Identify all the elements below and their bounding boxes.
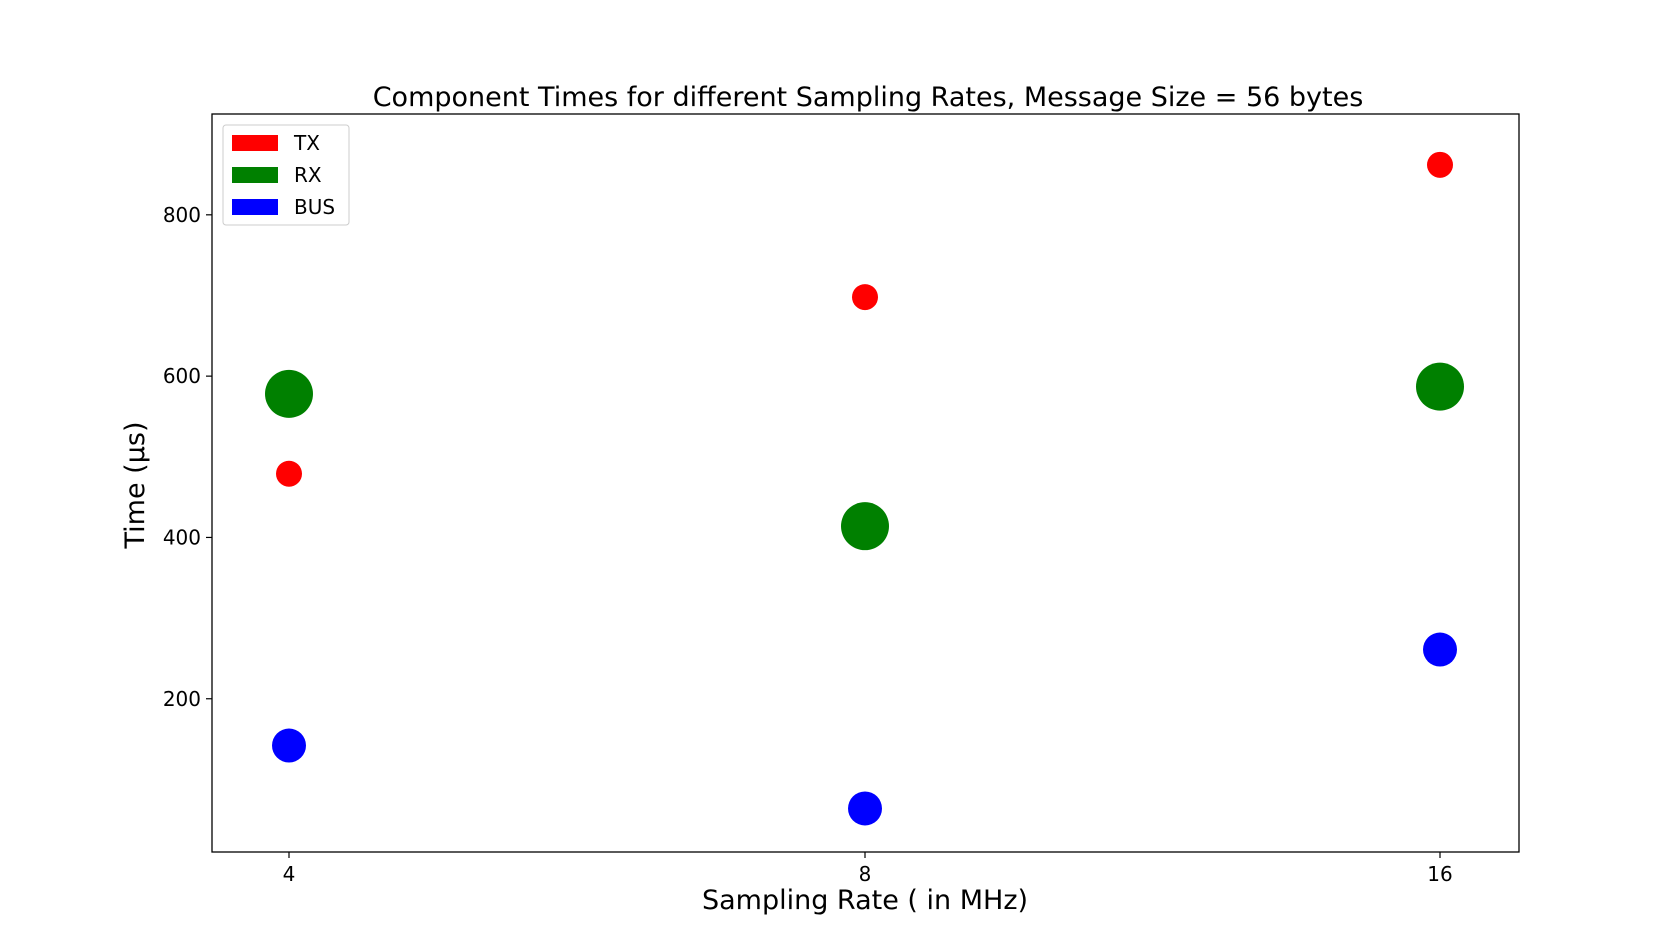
- x-tick-label: 16: [1427, 862, 1452, 886]
- y-tick-label: 800: [163, 203, 201, 227]
- legend-label-tx: TX: [293, 131, 320, 155]
- point-rx-16: [1416, 362, 1464, 411]
- point-tx-4: [276, 460, 302, 487]
- y-axis-label: Time (μs): [120, 422, 151, 550]
- data-points: [265, 151, 1464, 826]
- point-tx-8: [852, 284, 878, 311]
- y-tick-label: 600: [163, 364, 201, 388]
- legend-label-bus: BUS: [294, 195, 335, 219]
- x-tick-label: 8: [859, 862, 872, 886]
- x-axis-ticks: 4 8 16: [283, 852, 1453, 886]
- legend-swatch-rx: [232, 167, 278, 183]
- legend-swatch-tx: [232, 135, 278, 151]
- y-axis-ticks: 200 400 600 800: [163, 203, 212, 711]
- chart-title: Component Times for different Sampling R…: [373, 82, 1364, 113]
- x-axis-label: Sampling Rate ( in MHz): [702, 885, 1028, 916]
- y-tick-label: 200: [163, 687, 201, 711]
- point-bus-8: [848, 791, 882, 826]
- legend-label-rx: RX: [294, 163, 322, 187]
- point-bus-4: [272, 728, 306, 763]
- y-tick-label: 400: [163, 525, 201, 549]
- legend: TX RX BUS: [222, 124, 350, 226]
- x-tick-label: 4: [283, 862, 296, 886]
- legend-swatch-bus: [232, 199, 278, 215]
- point-rx-8: [841, 502, 889, 551]
- point-rx-4: [265, 369, 313, 418]
- point-tx-16: [1427, 151, 1453, 178]
- point-bus-16: [1423, 632, 1457, 667]
